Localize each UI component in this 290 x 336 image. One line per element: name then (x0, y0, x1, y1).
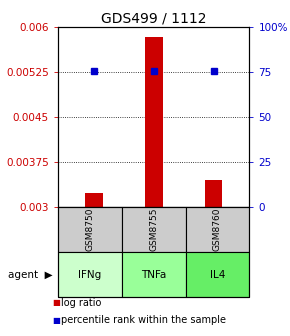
Text: IL4: IL4 (210, 270, 225, 280)
Text: log ratio: log ratio (61, 298, 101, 308)
Text: percentile rank within the sample: percentile rank within the sample (61, 315, 226, 325)
Text: ■: ■ (52, 298, 60, 307)
Text: IFNg: IFNg (78, 270, 102, 280)
Text: ■: ■ (52, 316, 60, 325)
Title: GDS499 / 1112: GDS499 / 1112 (101, 12, 206, 26)
Bar (85, 194, 103, 207)
Text: GSM8755: GSM8755 (149, 208, 158, 251)
Text: TNFa: TNFa (141, 270, 166, 280)
Text: GSM8750: GSM8750 (85, 208, 95, 251)
Bar (145, 37, 163, 207)
Text: agent  ▶: agent ▶ (8, 270, 52, 280)
Text: GSM8760: GSM8760 (213, 208, 222, 251)
Bar (204, 180, 222, 207)
